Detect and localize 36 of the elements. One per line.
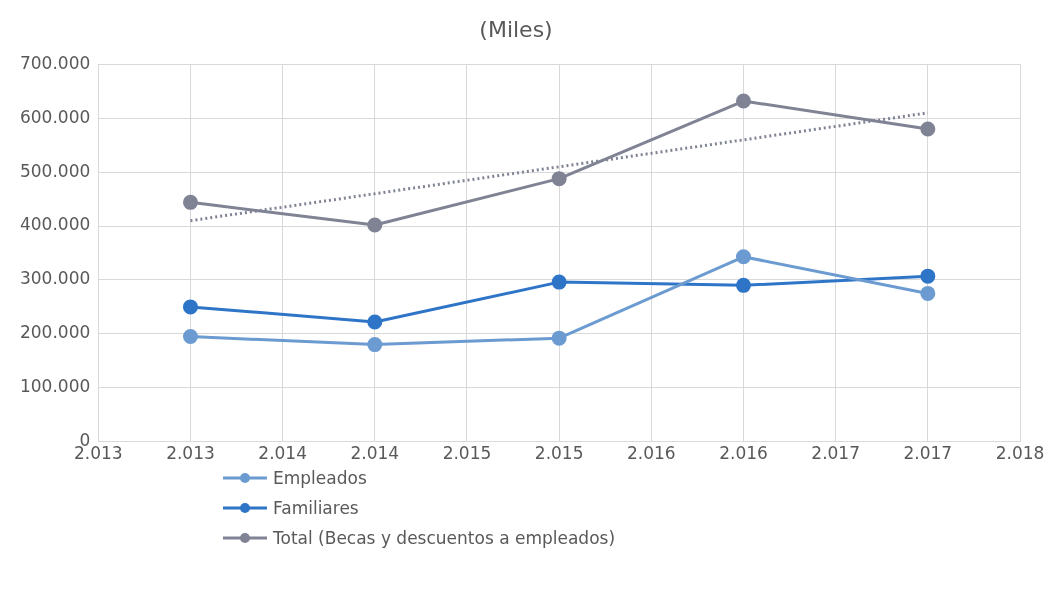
point: [920, 285, 936, 301]
x-tick-label: 2.016: [719, 443, 768, 464]
x-tick-label: 2.016: [626, 443, 676, 464]
point: [182, 329, 198, 345]
point: [920, 268, 936, 284]
point: [735, 277, 751, 293]
legend-label: Familiares: [273, 498, 359, 518]
y-tick-label: 700.000: [19, 52, 91, 73]
point: [920, 121, 936, 137]
point: [367, 314, 383, 330]
point: [182, 299, 198, 315]
legend-label: Empleados: [273, 468, 367, 488]
y-tick-label: 600.000: [19, 106, 91, 127]
x-tick-label: 2.017: [903, 443, 953, 464]
legend-label: Total (Becas y descuentos a empleados): [273, 528, 616, 548]
x-tick-label: 2.014: [258, 443, 307, 464]
y-tick-label: 300.000: [19, 268, 91, 289]
x-tick-label: 2.014: [350, 443, 400, 464]
y-tick-label: 100.000: [19, 376, 91, 397]
x-tick-label: 2.013: [166, 443, 215, 464]
x-tick-label: 2.018: [995, 443, 1045, 464]
point: [182, 194, 198, 210]
y-tick-label: 400.000: [19, 214, 91, 235]
point: [367, 337, 383, 353]
point: [367, 217, 383, 233]
x-tick-label: 2.015: [442, 443, 492, 464]
y-tick-label: 200.000: [19, 322, 91, 343]
x-tick-label: 2.015: [534, 443, 584, 464]
point: [551, 171, 567, 187]
x-tick-label: 2.017: [811, 443, 860, 464]
chart-title: (Miles): [479, 16, 553, 42]
point: [551, 274, 567, 290]
point: [735, 93, 751, 109]
y-tick-label: 500.000: [19, 160, 91, 181]
point: [735, 249, 751, 265]
point: [551, 330, 567, 346]
